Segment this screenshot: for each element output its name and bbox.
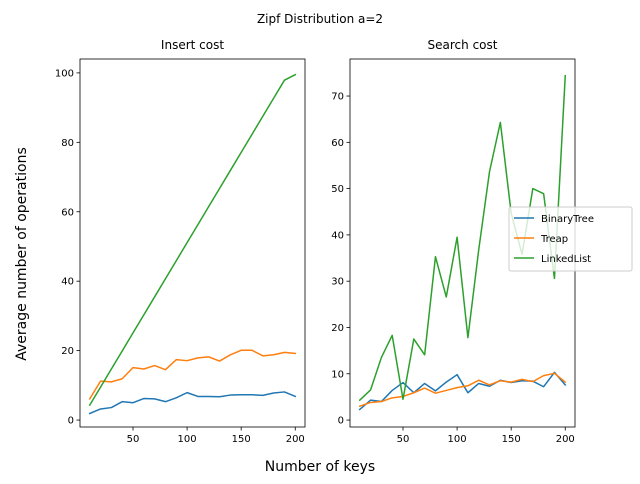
x-tick-label: 150 xyxy=(502,434,521,445)
y-tick-label: 30 xyxy=(331,277,344,288)
legend-label: Treap xyxy=(540,234,568,245)
insert-cost-subplot: Insert cost 50 100 150 200 0 20 40 60 80 100 xyxy=(55,38,306,445)
y-tick-label: 50 xyxy=(331,184,344,195)
y-tick-label: 40 xyxy=(331,230,344,241)
y-tick-label: 20 xyxy=(61,346,74,357)
figure-xlabel: Number of keys xyxy=(265,459,375,475)
figure-suptitle: Zipf Distribution a=2 xyxy=(257,12,383,26)
legend: BinaryTree Treap LinkedList xyxy=(508,206,633,272)
x-tick-label: 200 xyxy=(286,434,305,445)
y-tick-label: 0 xyxy=(68,416,74,427)
x-tick-label: 150 xyxy=(232,434,251,445)
subplot-title: Search cost xyxy=(428,38,498,52)
legend-label: LinkedList xyxy=(541,254,591,265)
y-tick-label: 60 xyxy=(61,207,74,218)
legend-box xyxy=(508,206,633,272)
y-tick-label: 80 xyxy=(61,138,74,149)
series-line-linkedlist xyxy=(358,74,567,402)
legend-label: BinaryTree xyxy=(541,214,594,225)
x-tick-label: 100 xyxy=(448,434,467,445)
y-tick-label: 100 xyxy=(55,68,74,79)
y-tick-label: 20 xyxy=(331,323,344,334)
x-tick-label: 100 xyxy=(178,434,197,445)
series-line-treap xyxy=(358,372,567,408)
axes-frame xyxy=(79,58,306,428)
y-tick-label: 60 xyxy=(331,138,344,149)
y-tick-label: 10 xyxy=(331,369,344,380)
x-tick-label: 200 xyxy=(556,434,575,445)
x-tick-label: 50 xyxy=(397,434,410,445)
figure-ylabel: Average number of operations xyxy=(14,147,30,361)
series-line-treap xyxy=(88,349,297,400)
series-line-binarytree xyxy=(88,391,297,415)
x-tick-label: 50 xyxy=(127,434,140,445)
y-tick-label: 0 xyxy=(338,416,344,427)
series-line-linkedlist xyxy=(88,73,297,407)
y-tick-label: 70 xyxy=(331,92,344,103)
search-cost-subplot: Search cost 50 100 150 200 0 10 20 30 40 50 60 70 xyxy=(331,38,576,445)
subplot-title: Insert cost xyxy=(161,38,224,52)
y-tick-label: 40 xyxy=(61,277,74,288)
